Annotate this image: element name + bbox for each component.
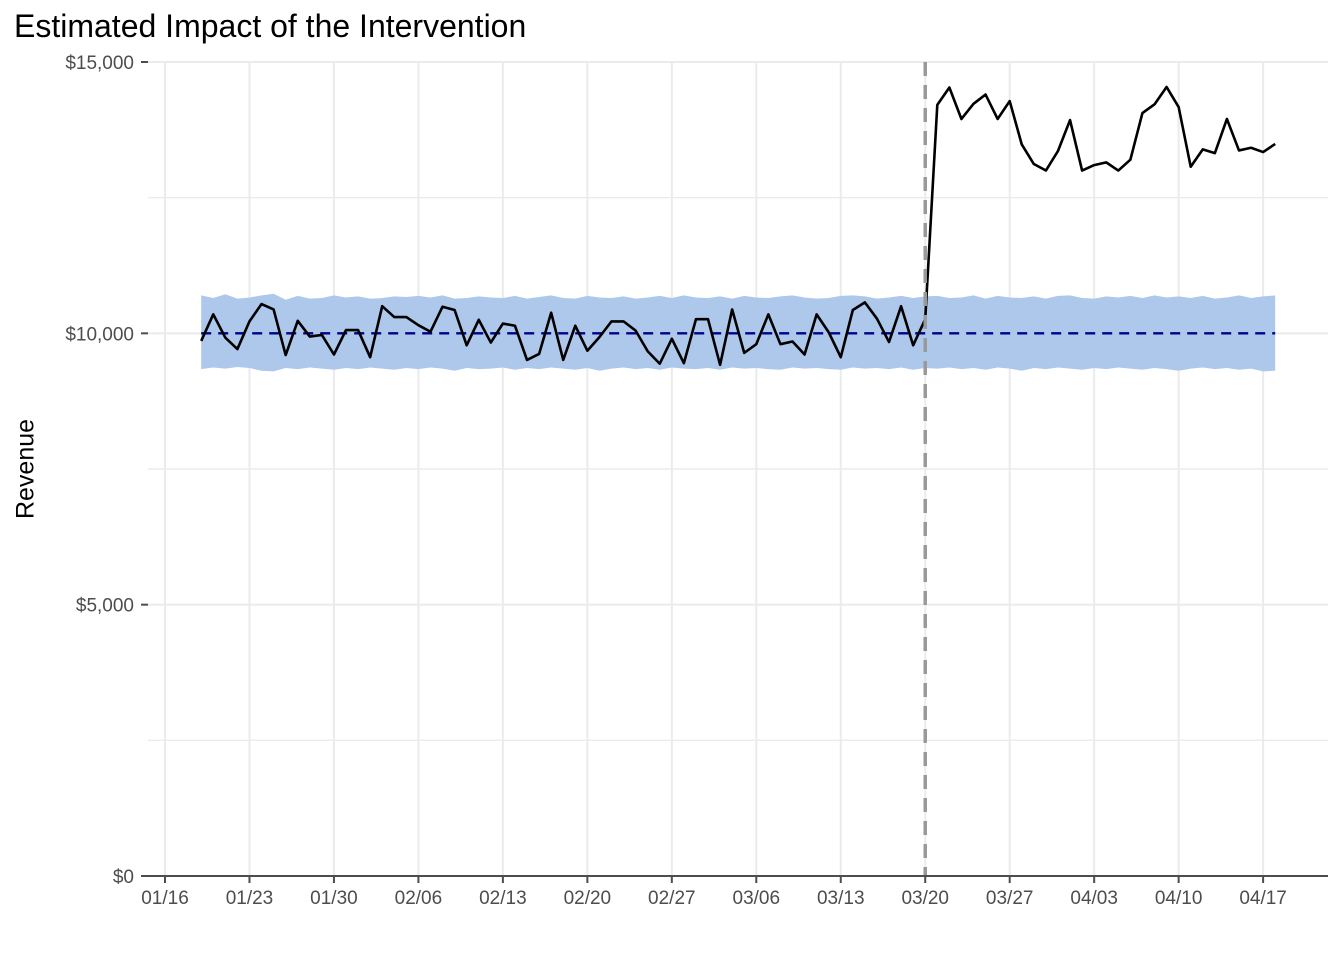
x-tick-label: 03/20 [901, 888, 949, 909]
x-tick-label: 03/27 [986, 888, 1034, 909]
x-tick-label: 02/20 [564, 888, 612, 909]
x-tick-label: 03/06 [733, 888, 781, 909]
x-tick-label: 04/17 [1239, 888, 1287, 909]
y-tick-label: $10,000 [65, 324, 134, 345]
y-tick-label: $0 [113, 867, 134, 888]
x-tick-label: 02/06 [395, 888, 443, 909]
y-ticks-group: $0 $5,000 $10,000 $15,000 [65, 53, 148, 888]
grid-lines [148, 61, 1328, 877]
chart-title: Estimated Impact of the Intervention [14, 8, 527, 44]
observed-group [200, 85, 1276, 367]
x-tick-label: 02/27 [648, 888, 696, 909]
x-tick-label: 01/30 [310, 888, 358, 909]
x-ticks-group: 01/16 01/23 01/30 02/06 02/13 02/20 02/27 03/06… [141, 876, 1287, 909]
x-tick-label: 03/13 [817, 888, 865, 909]
x-tick-label: 04/10 [1155, 888, 1203, 909]
x-tick-label: 01/16 [141, 888, 189, 909]
y-tick-label: $5,000 [76, 596, 134, 617]
y-tick-label: $15,000 [65, 53, 134, 74]
x-tick-label: 04/03 [1070, 888, 1118, 909]
x-tick-label: 02/13 [479, 888, 527, 909]
x-tick-label: 01/23 [226, 888, 274, 909]
observed-line [200, 85, 1276, 367]
